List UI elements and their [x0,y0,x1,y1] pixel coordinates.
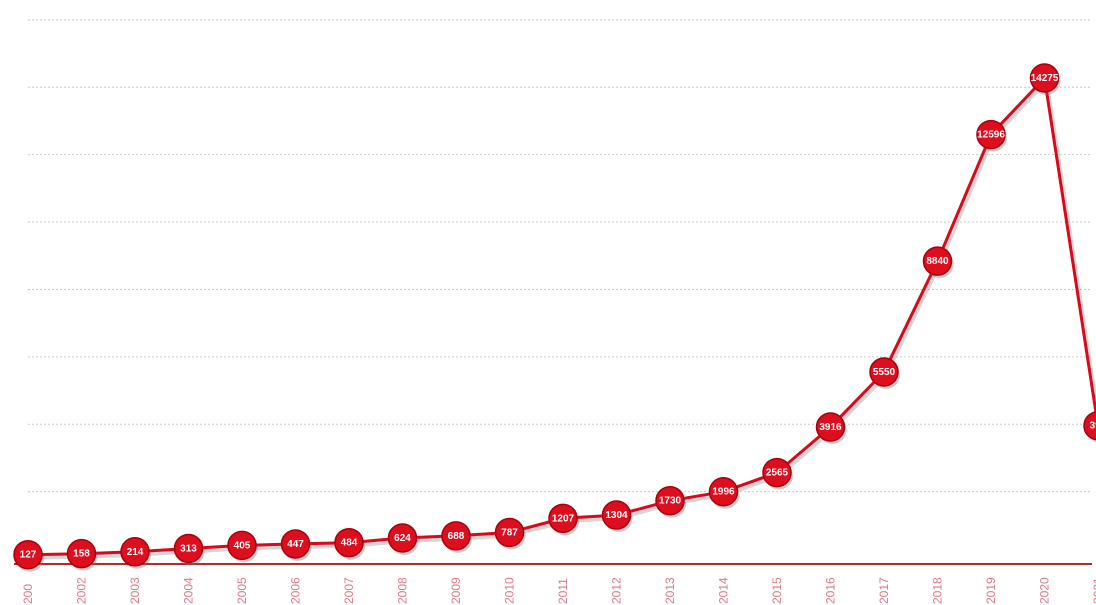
data-points: 127 158 214 313 405 447 484 624 688 787 1207 1304 17… [13,63,1096,572]
data-label: 5550 [873,367,896,378]
data-label: 787 [501,527,518,538]
data-point [494,517,525,548]
data-point [815,412,846,442]
x-tick-label: 2003 [128,577,142,604]
data-label: 14275 [1031,73,1059,84]
data-point [1083,411,1096,441]
series [27,74,1096,560]
data-point [334,527,364,558]
data-label: 3916 [819,422,842,433]
data-label: 484 [341,538,358,549]
x-tick-label: 2004 [182,577,196,604]
data-point [387,523,418,553]
x-tick-label: 2013 [663,577,677,604]
data-label: 2565 [766,468,789,479]
series-line-shadow [29,76,1096,560]
data-point [227,530,257,561]
data-point [922,246,953,276]
x-tick-label: 2012 [610,577,624,604]
data-label: 395 [1090,421,1096,432]
x-tick-label: 2011 [556,578,570,604]
data-point [655,485,685,516]
data-label: 1304 [605,510,628,521]
x-tick-label: 2009 [449,577,463,604]
x-tick-label: 2010 [503,577,517,604]
data-label: 688 [448,531,465,542]
x-tick-label: 2021 [1091,577,1096,604]
x-tick-label: 2016 [824,577,838,604]
data-point [708,476,739,507]
gridlines [28,19,1090,493]
data-point [976,119,1006,150]
data-label: 214 [127,547,144,558]
data-point [120,537,150,567]
data-label: 1996 [712,487,735,498]
x-tick-label: 2005 [235,577,249,604]
data-point [173,533,204,564]
x-tick-label: 2002 [75,577,89,604]
data-label: 447 [287,539,304,550]
data-label: 158 [73,549,90,560]
x-tick-label: 2006 [289,577,303,604]
series-line [27,74,1096,557]
x-tick-label: 2014 [717,577,731,604]
data-label: 624 [394,533,411,544]
data-label: 313 [180,543,197,554]
data-label: 405 [234,540,251,551]
data-label: 1207 [552,513,575,524]
data-point [13,539,43,570]
data-label: 12596 [977,130,1005,141]
x-tick-label: 2018 [931,577,945,604]
x-tick-label: 2008 [396,577,410,604]
data-point [441,521,471,551]
data-point [548,503,578,534]
data-point [869,357,899,387]
data-point [762,457,792,488]
data-point [601,500,632,530]
data-label: 127 [20,550,37,561]
data-point [66,538,97,569]
data-point [280,529,311,559]
x-tick-label: 2020 [1038,577,1052,604]
data-label: 8840 [926,256,949,267]
data-point [1029,63,1060,93]
x-tick-labels: 200 2002 2003 2004 2005 2006 2007 2008 2009 2010 2… [21,577,1096,604]
x-tick-label: 2007 [342,577,356,604]
x-tick-label: 2019 [984,577,998,604]
data-label: 1730 [659,496,682,507]
x-tick-label: 200 [21,584,35,604]
x-tick-label: 2015 [770,577,784,604]
x-tick-label: 2017 [877,577,891,604]
